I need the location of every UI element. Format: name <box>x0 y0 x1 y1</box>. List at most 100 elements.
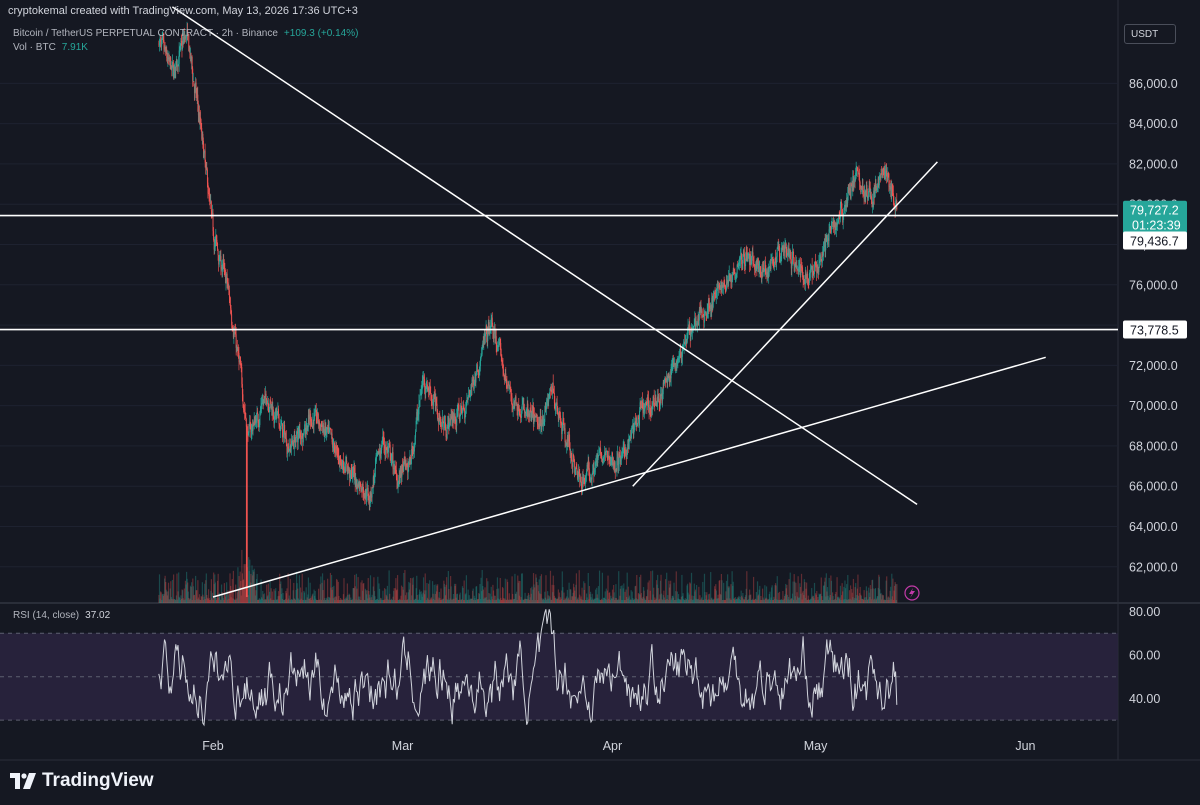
symbol-name[interactable]: Bitcoin / TetherUS PERPETUAL CONTRACT · … <box>13 28 278 39</box>
candle-body <box>502 363 504 370</box>
volume-bar <box>891 573 893 603</box>
volume-label[interactable]: Vol · BTC <box>13 42 56 53</box>
volume-bar <box>772 599 774 603</box>
rsi-label[interactable]: RSI (14, close) <box>13 610 80 621</box>
volume-bar <box>297 588 299 603</box>
candle-body <box>161 39 163 47</box>
candle-body <box>231 314 233 326</box>
candle-body <box>219 257 221 262</box>
volume-bar <box>700 598 702 603</box>
candle-body <box>381 445 383 451</box>
volume-bar <box>187 591 189 603</box>
volume-bar <box>343 598 346 603</box>
volume-bar <box>581 587 583 603</box>
volume-bar <box>540 594 542 603</box>
candle-body <box>547 398 549 403</box>
candle-body <box>284 425 286 439</box>
volume-bar <box>764 585 766 603</box>
volume-bar <box>731 571 733 603</box>
volume-bar <box>505 599 507 603</box>
volume-bar <box>171 579 174 603</box>
volume-bar <box>825 573 827 603</box>
volume-bar <box>501 586 504 603</box>
volume-bar <box>211 598 213 603</box>
level-price-value: 73,778.5 <box>1130 324 1179 338</box>
candle-body <box>733 270 735 272</box>
volume-bar <box>496 588 498 603</box>
candle-body <box>637 417 639 419</box>
volume-bar <box>558 592 561 603</box>
volume-bar <box>258 599 260 603</box>
volume-bar <box>770 597 772 603</box>
candle-body <box>379 450 381 454</box>
candle-body <box>265 393 266 398</box>
volume-bar <box>644 599 646 603</box>
candle-body <box>667 373 669 381</box>
volume-legend: Vol · BTC 7.91K <box>13 42 88 53</box>
candle-body <box>530 411 532 418</box>
candle-body <box>694 319 696 327</box>
candle-body <box>432 401 433 403</box>
candle-body <box>861 185 863 188</box>
volume-bar <box>386 585 389 603</box>
volume-bar <box>270 598 272 603</box>
volume-bar <box>184 580 187 603</box>
candle-body <box>322 424 323 427</box>
candle-body <box>541 425 543 430</box>
candle-body <box>732 274 734 281</box>
volume-bar <box>719 580 721 603</box>
candle-body <box>794 262 796 265</box>
volume-bar <box>883 600 885 603</box>
candle-body <box>737 265 739 266</box>
volume-bar <box>551 599 553 603</box>
candle-body <box>525 411 527 414</box>
candle-body <box>714 293 716 295</box>
candle-body <box>583 480 585 482</box>
volume-bar <box>336 578 338 603</box>
volume-bar <box>659 580 662 603</box>
volume-bar <box>689 582 691 603</box>
volume-bar <box>788 579 790 603</box>
volume-bar <box>603 597 605 603</box>
volume-bar <box>895 584 897 603</box>
candle-body <box>883 168 885 175</box>
currency-button[interactable]: USDT <box>1124 24 1176 44</box>
volume-bar <box>796 596 799 603</box>
volume-bar <box>271 599 273 603</box>
candle-body <box>645 404 647 405</box>
candle-body <box>596 460 598 462</box>
volume-bar <box>572 592 574 603</box>
volume-bar <box>273 589 275 603</box>
volume-bar <box>883 599 886 603</box>
candle-body <box>332 446 334 448</box>
volume-bar <box>726 598 728 603</box>
candle-body <box>332 442 334 448</box>
volume-bar <box>578 570 580 603</box>
volume-bar <box>569 589 571 603</box>
volume-bar <box>464 594 466 603</box>
candle-body <box>529 413 530 418</box>
candle-body <box>177 65 178 67</box>
volume-bar <box>687 592 689 603</box>
candle-body <box>834 227 836 234</box>
volume-bar <box>263 599 265 603</box>
volume-bar <box>888 597 891 603</box>
candle-body <box>217 242 219 251</box>
candle-body <box>386 447 388 452</box>
volume-bar <box>640 592 642 603</box>
volume-bar <box>569 599 571 603</box>
volume-bar <box>293 598 295 603</box>
tradingview-logo[interactable]: TradingView <box>10 770 154 792</box>
volume-bar <box>294 598 296 603</box>
candle-body <box>842 215 844 223</box>
volume-bar <box>566 596 568 603</box>
candle-body <box>530 409 532 412</box>
candle-body <box>663 382 665 384</box>
candle-body <box>880 173 882 179</box>
volume-bar <box>891 596 893 603</box>
candle-body <box>721 287 723 289</box>
volume-bar <box>743 598 745 603</box>
price-axis-label: 76,000.0 <box>1129 278 1178 292</box>
candle-body <box>189 47 191 55</box>
